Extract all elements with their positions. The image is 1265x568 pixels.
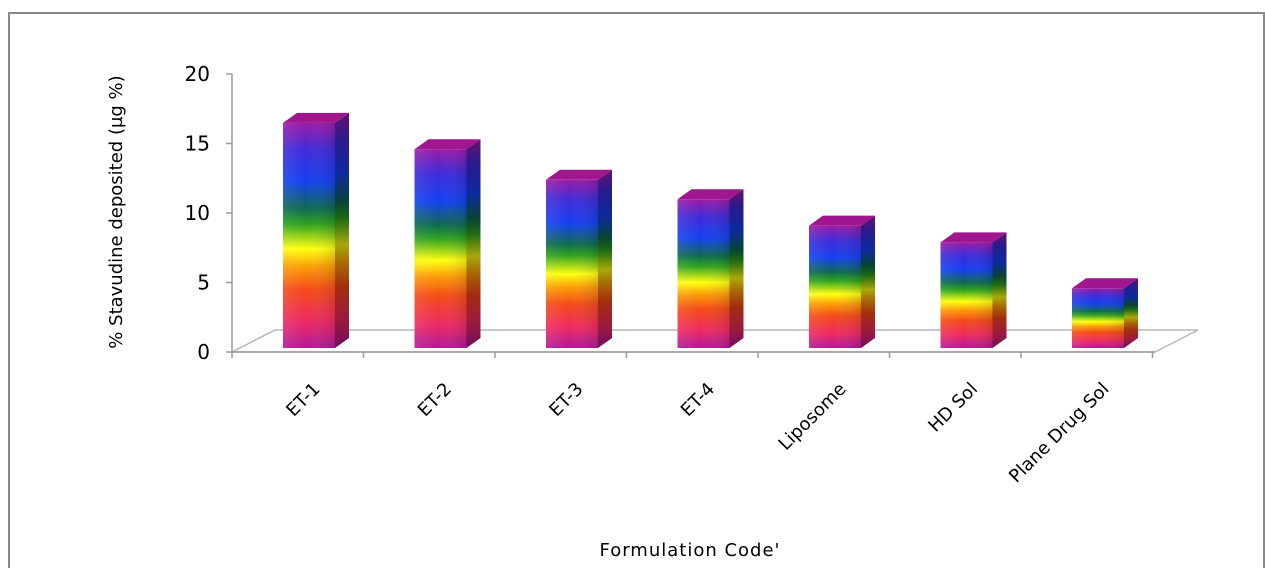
bar-plane-drug-sol [1072, 278, 1138, 348]
chart-frame [8, 12, 1265, 568]
bar-liposome [809, 215, 875, 348]
y-tick-label: 10 [185, 201, 210, 225]
bar-shading [283, 122, 335, 348]
bar-shading [809, 225, 861, 348]
y-axis-title: % Stavudine deposited (µg %) [106, 75, 127, 348]
bar-top-face [546, 169, 612, 180]
bar-side-face [466, 139, 481, 348]
x-axis-categories: ET-1 ET-2 ET-3 ET-4 Liposome HD Sol Plane Drug… [282, 379, 1113, 487]
x-category-label: ET-4 [677, 379, 719, 421]
bar-et-3 [546, 169, 612, 348]
bar-side-face [598, 169, 612, 348]
bar-top-face [809, 215, 875, 226]
bar-et-4 [677, 189, 744, 348]
x-category-label: ET-2 [414, 379, 456, 421]
y-axis-ticks: 0 5 10 15 20 [185, 62, 232, 364]
bar-top-face [283, 112, 349, 123]
y-tick-label: 15 [185, 132, 210, 156]
bar-hd-sol [940, 232, 1007, 348]
bar-shading [546, 179, 598, 348]
bar-side-face [861, 215, 875, 348]
x-axis-title: Formulation Code' [599, 540, 780, 561]
bar-top-face [1072, 278, 1138, 289]
y-tick-label: 5 [197, 271, 210, 295]
bars [283, 112, 1138, 348]
bar-et-2 [414, 139, 481, 348]
bar-top-face [414, 139, 481, 150]
bar-top-face [940, 232, 1007, 243]
bar-side-face [335, 112, 349, 348]
bar-shading [414, 149, 467, 348]
bar-et-1 [283, 112, 349, 348]
bar-shading [677, 199, 730, 348]
bar-top-face [677, 189, 744, 200]
bar-shading [940, 242, 993, 348]
y-tick-label: 20 [185, 62, 210, 86]
bar-shading [1072, 288, 1124, 348]
x-category-label: ET-1 [282, 379, 324, 421]
x-category-label: Plane Drug Sol [1005, 379, 1113, 487]
x-category-label: Liposome [775, 379, 851, 455]
bar-side-face [1124, 278, 1138, 348]
bar-side-face [729, 189, 744, 348]
bar-side-face [992, 232, 1007, 348]
x-category-label: HD Sol [924, 379, 982, 437]
x-category-label: ET-3 [545, 379, 587, 421]
y-tick-label: 0 [197, 340, 210, 364]
